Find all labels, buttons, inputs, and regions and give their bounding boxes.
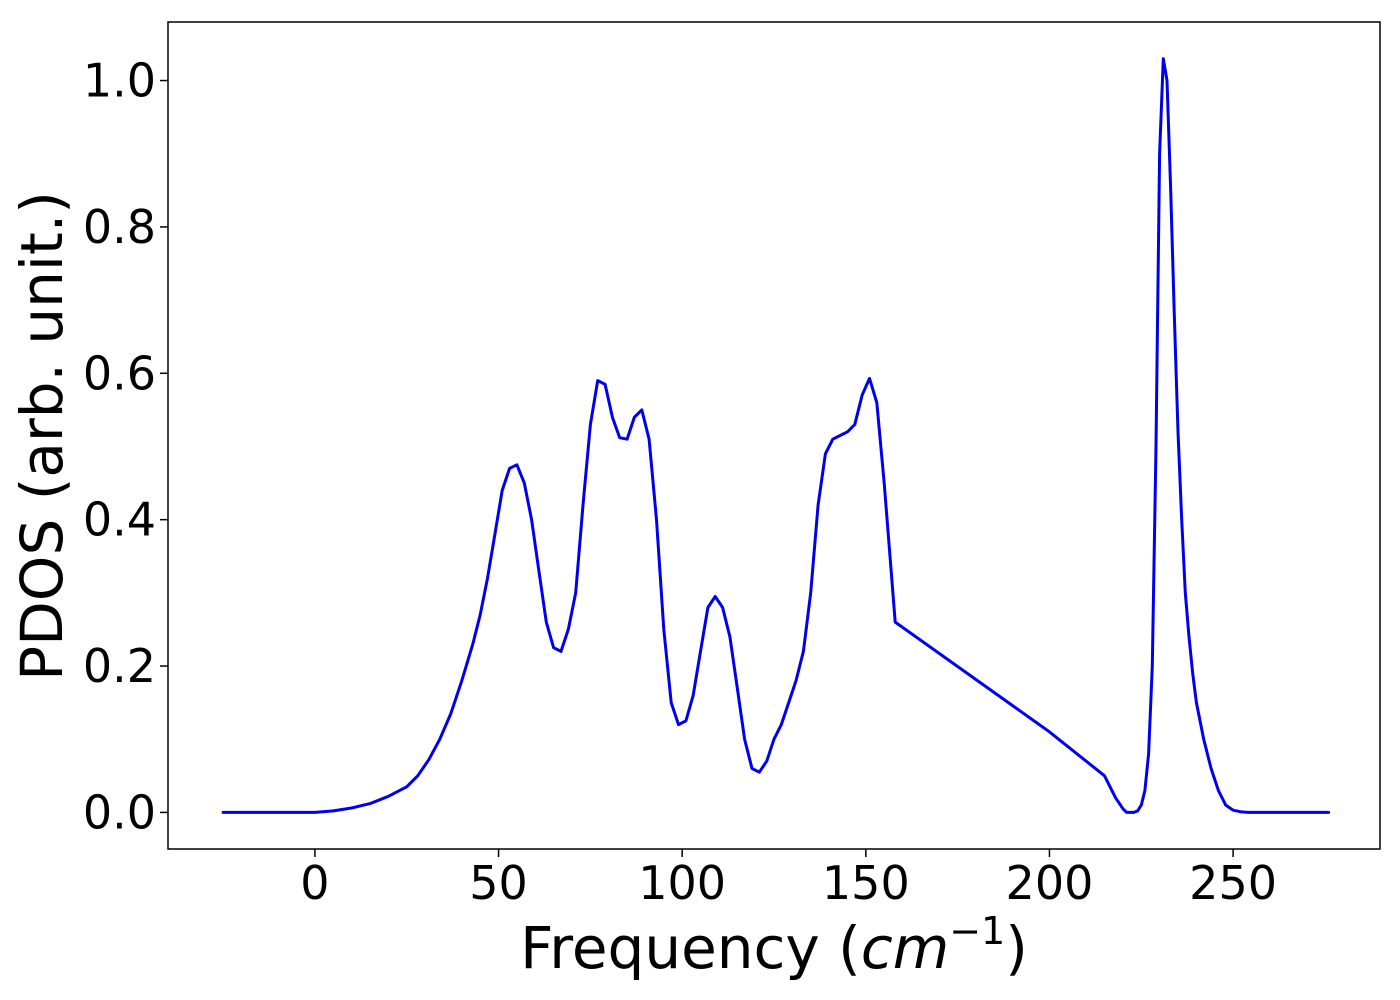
x-axis-label-text: Frequency ( (520, 914, 861, 982)
x-axis-ticks: 0 50 100 150 200 250 (300, 849, 1277, 910)
x-tick-label: 200 (1006, 856, 1094, 910)
x-tick-label: 0 (300, 856, 329, 910)
y-tick-label: 1.0 (83, 54, 156, 108)
x-axis-label: Frequency (cm−1) (520, 909, 1028, 982)
y-axis-ticks: 0.0 0.2 0.4 0.6 0.8 1.0 (83, 54, 168, 839)
x-axis-label-exponent: −1 (949, 909, 1005, 953)
x-axis-label-unit: cm (861, 914, 949, 982)
y-tick-label: 0.6 (83, 346, 156, 400)
plot-frame (167, 21, 1381, 850)
y-tick-label: 0.0 (83, 785, 156, 839)
x-axis-label-close: ) (1005, 914, 1028, 982)
y-tick-label: 0.4 (83, 493, 156, 547)
pdos-series-line (221, 57, 1331, 814)
x-tick-label: 100 (638, 856, 726, 910)
x-tick-label: 50 (469, 856, 528, 910)
y-tick-label: 0.8 (83, 200, 156, 254)
y-tick-label: 0.2 (83, 639, 156, 693)
y-axis-label: PDOS (arb. unit.) (8, 191, 76, 681)
x-tick-label: 150 (822, 856, 910, 910)
x-tick-label: 250 (1189, 856, 1277, 910)
